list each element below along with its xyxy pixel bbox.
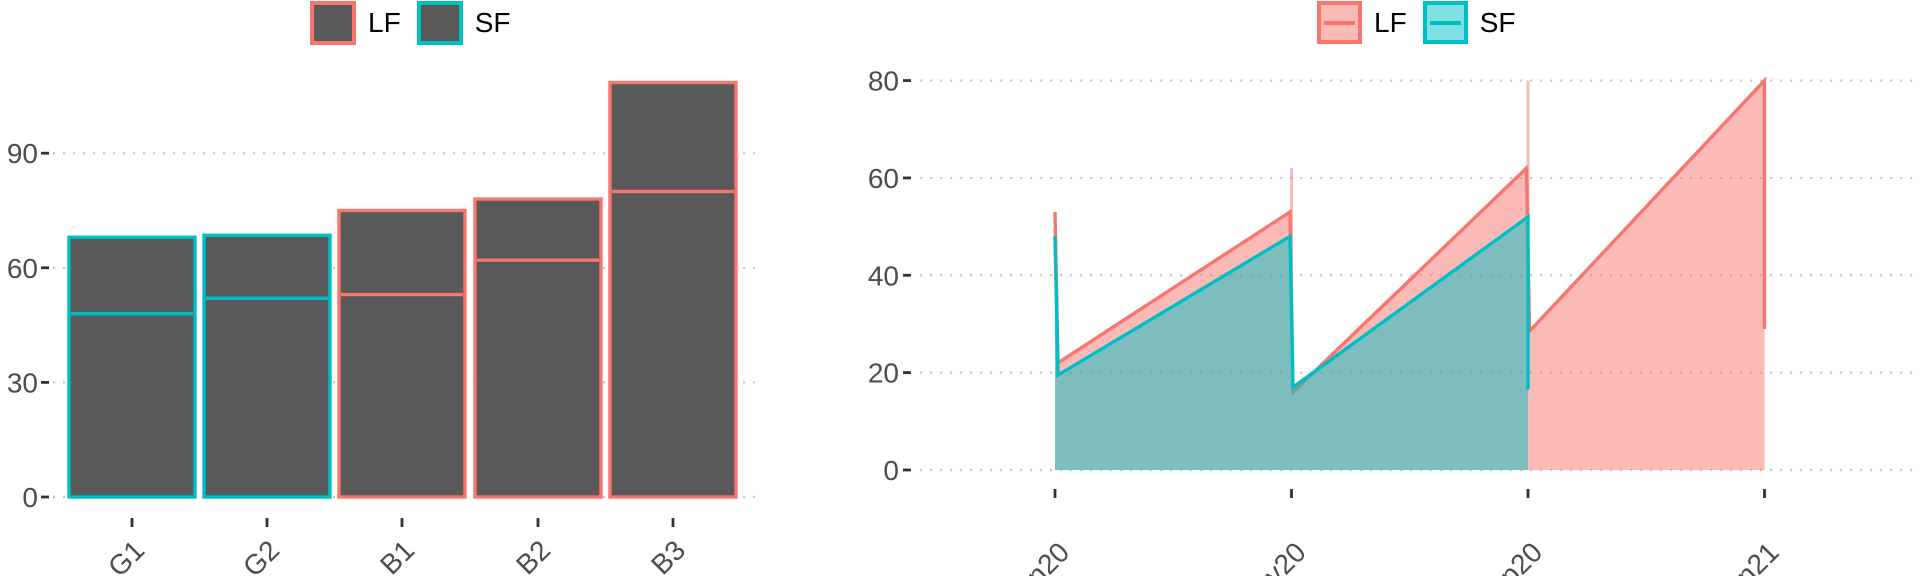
y-tick-label: 0 bbox=[883, 455, 899, 486]
x-tick-label: Jan20 bbox=[999, 536, 1075, 576]
y-tick-label: 60 bbox=[868, 163, 899, 194]
bar-G2 bbox=[202, 233, 332, 499]
legend-label-lf: LF bbox=[368, 7, 401, 38]
y-tick-label: 20 bbox=[868, 358, 899, 389]
legend-item-sf: SF bbox=[416, 1, 511, 45]
bar-B3 bbox=[608, 80, 738, 499]
sf-area-swatch bbox=[1422, 1, 1468, 44]
legend-key-line bbox=[1324, 20, 1355, 25]
y-tick-label: 60 bbox=[7, 253, 38, 284]
sf-bar-swatch bbox=[416, 1, 463, 45]
x-tick-label: Sep20 bbox=[1469, 536, 1548, 576]
legend-item-lf: LF bbox=[310, 1, 401, 45]
area-chart-legend: LF SF bbox=[1317, 1, 1515, 44]
y-tick-label: 40 bbox=[868, 260, 899, 291]
bar-G1 bbox=[67, 235, 197, 499]
y-tick-label: 30 bbox=[7, 367, 38, 398]
legend-item-lf: LF bbox=[1317, 1, 1407, 44]
y-tick-label: 90 bbox=[7, 138, 38, 169]
y-tick-label: 0 bbox=[22, 482, 38, 513]
bar-B1 bbox=[337, 208, 467, 499]
legend-item-sf: SF bbox=[1422, 1, 1516, 44]
legend-label-lf: LF bbox=[1374, 6, 1407, 38]
lf-area-line bbox=[1053, 76, 1767, 397]
bar-chart-legend: LF SF bbox=[310, 1, 510, 45]
bar-B2 bbox=[473, 197, 603, 499]
legend-key-line bbox=[1429, 20, 1461, 25]
legend-label-sf: SF bbox=[474, 7, 511, 38]
x-tick-label: May20 bbox=[1230, 536, 1311, 576]
sf-area-line bbox=[1053, 213, 1530, 391]
lf-area-swatch bbox=[1317, 1, 1362, 44]
y-tick-label: 80 bbox=[868, 66, 899, 97]
legend-label-sf: SF bbox=[1479, 6, 1516, 38]
x-tick-label: Jun21 bbox=[1709, 536, 1785, 576]
lf-bar-swatch bbox=[310, 1, 356, 45]
